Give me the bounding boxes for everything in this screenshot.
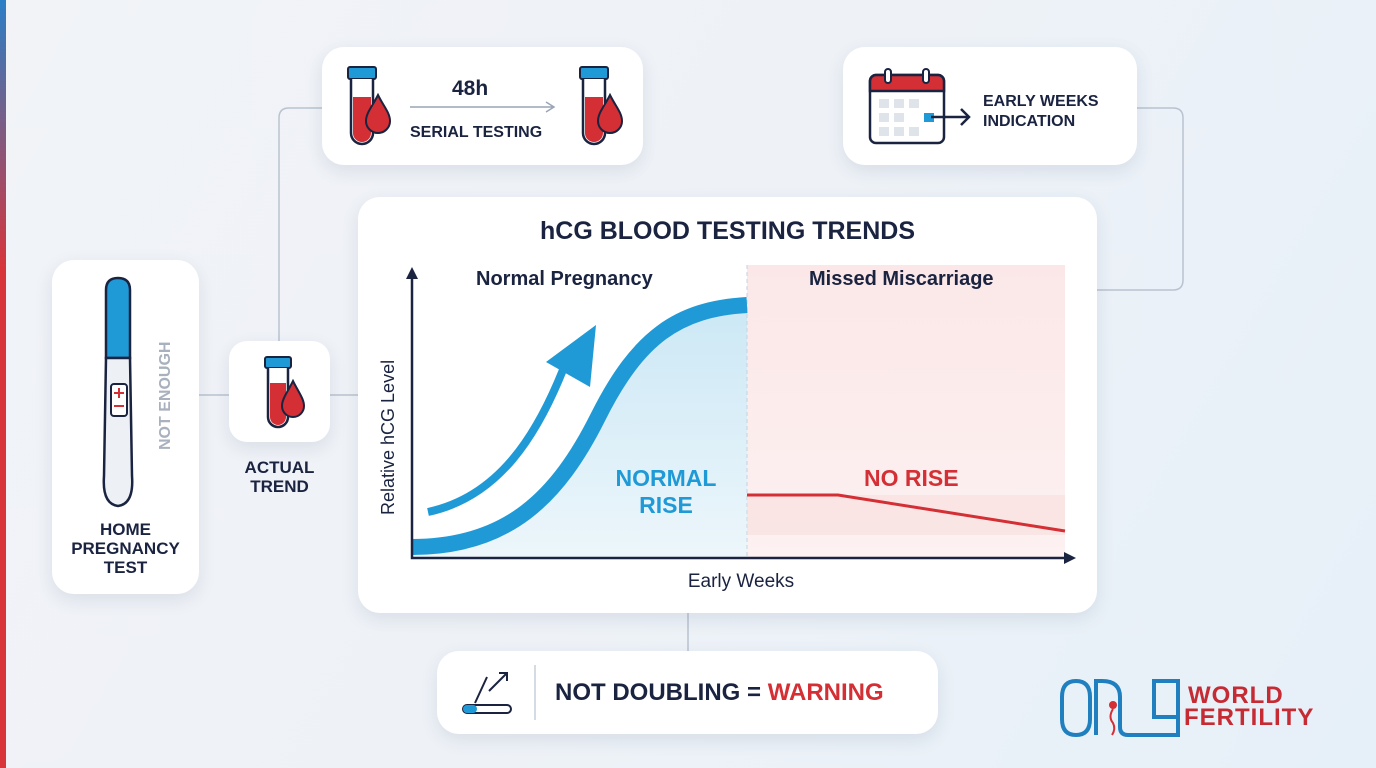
logo-line2: FERTILITY [1184,704,1315,731]
chart-card: hCG BLOOD TESTING TRENDS Normal Pregnanc… [358,197,1097,613]
home-test-line1: HOME [100,520,151,539]
normal-rise-line1: NORMAL [615,465,717,491]
actual-trend-line1: ACTUAL [244,458,315,477]
logo: WORLD FERTILITY [1058,677,1348,739]
early-weeks-label: EARLY WEEKS INDICATION [983,92,1099,132]
interval-label: 48h [452,77,489,100]
miscarriage-panel-label: Missed Miscarriage [809,268,994,290]
normal-curve [411,297,748,555]
actual-trend-line2: TREND [250,477,309,496]
blood-tube-icon [347,66,392,146]
trend-chart [406,265,1076,564]
early-weeks-card: EARLY WEEKS INDICATION [843,47,1137,165]
chart-title: hCG BLOOD TESTING TRENDS [540,217,915,245]
connector-early [1097,107,1184,291]
divider [534,665,536,720]
no-rise-band [747,495,1065,535]
home-test-label: HOME PREGNANCY TEST [52,520,199,577]
pregnancy-test-icon [102,276,134,508]
serial-testing-label: SERIAL TESTING [410,124,543,141]
rise-arrow [427,355,572,516]
normal-rise-label: NORMAL RISE [596,465,736,519]
axes [410,273,1070,560]
not-enough-label: NOT ENOUGH [157,341,174,450]
warning-highlight: WARNING [767,679,884,706]
normal-panel-label: Normal Pregnancy [476,268,653,290]
logo-mark [1060,678,1180,738]
home-test-line3: TEST [103,558,148,577]
serial-testing-card: 48h SERIAL TESTING [322,47,643,165]
no-rise-line [747,493,1066,533]
rise-arrowhead [546,325,596,387]
y-axis-label: Relative hCG Level [378,359,398,515]
no-rise-label: NO RISE [864,465,959,491]
calendar-icon [868,68,971,145]
actual-trend-card [229,341,330,442]
test-trend-icon [462,672,512,714]
normal-rise-line2: RISE [639,492,693,518]
connector-serial [278,107,322,341]
warning-text: NOT DOUBLING = WARNING [555,679,884,707]
not-doubling-text: NOT DOUBLING = [555,679,762,706]
arrow-right-icon [410,101,556,113]
home-test-card: NOT ENOUGH HOME PREGNANCY TEST [52,260,199,594]
edge-stripe [0,0,6,768]
early-weeks-line1: EARLY WEEKS [983,93,1099,110]
blood-tube-icon [579,66,624,146]
early-weeks-line2: INDICATION [983,113,1076,130]
home-test-line2: PREGNANCY [71,539,180,558]
x-axis-label: Early Weeks [687,571,795,592]
logo-text: WORLD FERTILITY [1184,682,1314,730]
normal-area [412,305,747,558]
warning-card: NOT DOUBLING = WARNING [437,651,938,734]
logo-line1: WORLD [1188,682,1284,709]
blood-tube-icon [264,356,305,429]
actual-trend-label: ACTUAL TREND [219,458,340,496]
